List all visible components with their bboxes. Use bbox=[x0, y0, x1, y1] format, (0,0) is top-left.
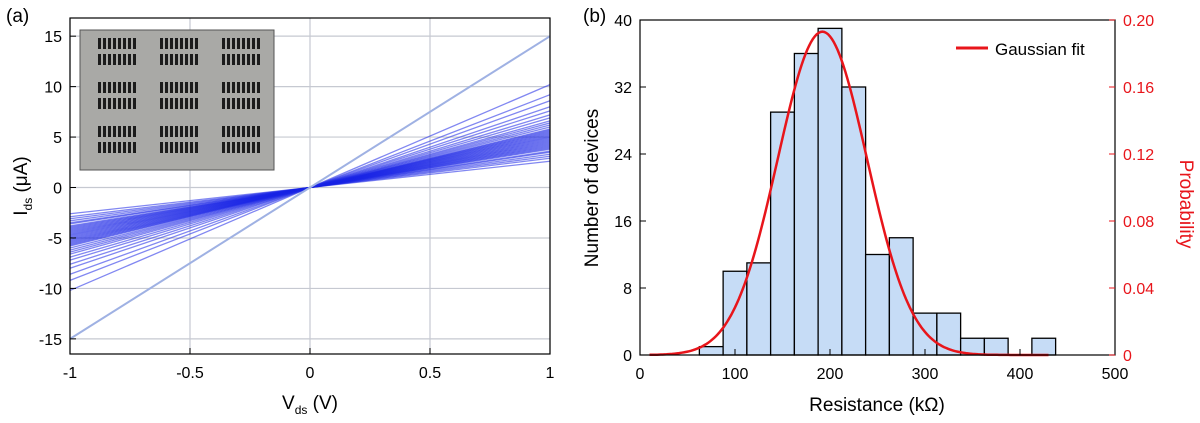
panel-b-left-y-axis-label: Number of devices bbox=[582, 109, 603, 267]
histogram-bars bbox=[698, 27, 1057, 356]
panel-b-frame bbox=[639, 19, 1116, 356]
histogram-bar bbox=[817, 27, 843, 356]
histogram-bar bbox=[769, 111, 796, 356]
right-y-tick-label: 0.04 bbox=[1123, 281, 1154, 298]
histogram-bar bbox=[698, 345, 724, 356]
histogram-bar bbox=[746, 262, 772, 356]
panel-b-right-y-ticks: 0 0.04 0.08 0.12 0.16 0.20 bbox=[1109, 13, 1154, 365]
histogram-bar bbox=[983, 337, 1009, 356]
panel-b-right-y-axis-label: Probability bbox=[1175, 160, 1196, 249]
x-tick-label: 100 bbox=[722, 366, 749, 383]
right-y-tick-label: 0.20 bbox=[1123, 13, 1154, 30]
x-tick-label: -0.5 bbox=[176, 365, 204, 382]
histogram-bar bbox=[793, 52, 819, 356]
panel-a-label: (a) bbox=[6, 6, 29, 27]
y-tick-label: 0 bbox=[53, 181, 62, 198]
x-tick-label: 200 bbox=[817, 366, 844, 383]
x-tick-label: 500 bbox=[1102, 366, 1129, 383]
x-tick-label: -1 bbox=[63, 365, 77, 382]
left-y-tick-label: 24 bbox=[614, 147, 632, 164]
right-y-tick-label: 0.12 bbox=[1123, 147, 1154, 164]
panel-a-y-ticks: -15 -10 -5 0 5 10 15 bbox=[39, 29, 76, 349]
panel-a-y-axis-label: Ids (μA) bbox=[11, 156, 35, 216]
x-tick-label: 400 bbox=[1007, 366, 1034, 383]
panel-a-x-ticks: -1 -0.5 0 0.5 1 bbox=[63, 348, 555, 382]
device-array-image bbox=[92, 32, 270, 164]
panel-b-left-y-ticks: 0 8 16 24 32 40 bbox=[614, 13, 646, 365]
histogram-bar bbox=[722, 270, 748, 356]
left-y-tick-label: 16 bbox=[614, 214, 632, 231]
y-tick-label: -5 bbox=[48, 231, 62, 248]
left-y-tick-label: 0 bbox=[623, 348, 632, 365]
panel-a-curves bbox=[69, 35, 551, 340]
histogram-bar bbox=[1031, 337, 1057, 356]
y-tick-label: 5 bbox=[53, 130, 62, 147]
left-y-tick-label: 8 bbox=[623, 281, 632, 298]
y-tick-label: 10 bbox=[44, 80, 62, 97]
panel-b-label: (b) bbox=[583, 6, 606, 27]
panel-a: (a) -1 -0.5 0 0.5 1 -15 -10 -5 0 5 10 15 Vds (V) I… bbox=[6, 6, 555, 417]
legend-label: Gaussian fit bbox=[995, 40, 1085, 59]
y-tick-label: -10 bbox=[39, 281, 62, 298]
right-y-tick-label: 0.16 bbox=[1123, 80, 1154, 97]
histogram-bar bbox=[864, 253, 891, 356]
panel-b-x-axis-label: Resistance (kΩ) bbox=[809, 395, 945, 416]
panel-b-x-ticks: 0 100 200 300 400 500 bbox=[636, 349, 1129, 383]
iv-curve-steep bbox=[69, 35, 551, 340]
x-tick-label: 1 bbox=[546, 365, 555, 382]
x-tick-label: 0 bbox=[306, 365, 315, 382]
left-y-tick-label: 40 bbox=[614, 13, 632, 30]
x-tick-label: 0.5 bbox=[419, 365, 441, 382]
x-tick-label: 0 bbox=[636, 366, 645, 383]
y-tick-label: -15 bbox=[39, 332, 62, 349]
histogram-bar bbox=[888, 237, 914, 356]
panel-b: (b) 0 100 200 300 400 500 0 8 16 24 32 40 0 0.04 0.0… bbox=[582, 6, 1196, 416]
x-tick-label: 300 bbox=[912, 366, 939, 383]
y-tick-label: 15 bbox=[44, 29, 62, 46]
panel-a-x-axis-label: Vds (V) bbox=[282, 393, 338, 417]
right-y-tick-label: 0 bbox=[1123, 348, 1132, 365]
histogram-bar bbox=[841, 86, 867, 356]
right-y-tick-label: 0.08 bbox=[1123, 214, 1154, 231]
inset-photo bbox=[79, 29, 275, 171]
legend: Gaussian fit bbox=[956, 40, 1085, 59]
left-y-tick-label: 32 bbox=[614, 80, 632, 97]
